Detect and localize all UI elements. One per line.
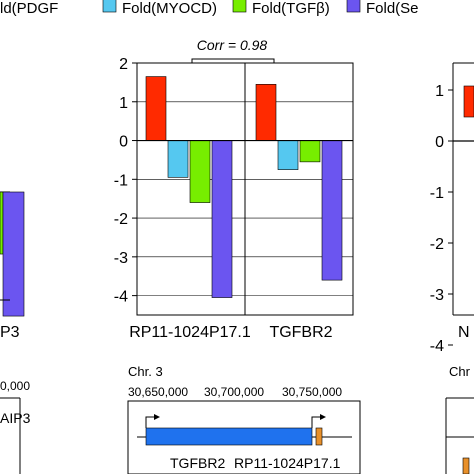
legend-label-2: Fold(MYOCD) [122, 0, 217, 17]
genome-right: Chr [445, 364, 474, 474]
middle-chart-bar [189, 140, 211, 203]
right-chart-category-label: N [458, 324, 470, 341]
right-chart-bar-pdgf [463, 85, 474, 118]
genome-coord-1: 30,650,000 [128, 385, 188, 399]
middle-chart-tick-label: -2 [114, 211, 128, 228]
legend-swatch-3 [232, 0, 247, 13]
genome-gene-label-1: TGFBR2 [170, 455, 225, 471]
middle-chart-bar [299, 140, 321, 163]
middle-chart-tick-label: 2 [119, 56, 128, 73]
middle-chart-tick-label: -1 [114, 172, 128, 189]
genome-chr-label: Chr. 3 [128, 364, 163, 379]
genome-box [127, 400, 361, 474]
middle-chart-tick-label: 1 [119, 95, 128, 112]
genome-gene-label-2: RP11-1024P17.1 [234, 455, 341, 471]
legend-swatch-4 [346, 0, 361, 13]
right-chart-y-ticks: 1 0 -1 -2 -3 -4 [430, 83, 474, 355]
legend-label-1: ld(PDGF [0, 0, 58, 17]
genome-coord-3: 30,750,000 [282, 385, 342, 399]
middle-chart-bar [321, 140, 343, 281]
tgfbr2-arrow-head [154, 414, 160, 420]
genome-left-gene: AIP3 [0, 410, 31, 426]
rp11-arrow-head [320, 414, 326, 420]
genome-coord-2: 30,700,000 [204, 385, 264, 399]
middle-chart-tick-label: -3 [114, 250, 128, 267]
right-chart-tick-label: 1 [435, 83, 444, 100]
middle-chart-tick-label: 0 [119, 134, 128, 151]
tgfbr2-tss-arrow [145, 416, 157, 428]
left-chart-bar-tgfb [0, 191, 4, 255]
middle-chart-bar [277, 140, 299, 170]
middle-chart-category-2: TGFBR2 [269, 324, 332, 341]
right-chart: 1 0 -1 -2 -3 -4 N [430, 62, 474, 355]
rp11-gene-block [315, 427, 323, 446]
middle-chart-y-ticks: 2 1 0 -1 -2 -3 -4 [114, 56, 137, 306]
left-chart-category-label: P3 [0, 324, 20, 341]
middle-chart-bar [211, 140, 233, 298]
right-chart-tick-label: 0 [435, 134, 444, 151]
middle-chart-bar [145, 76, 167, 141]
legend-label-4: Fold(Se [366, 0, 419, 17]
middle-chart-tick-label: -4 [114, 289, 128, 306]
tgfbr2-gene-block [145, 427, 313, 446]
right-chart-tick-label: -3 [430, 287, 444, 304]
legend-label-3: Fold(TGFβ) [252, 0, 330, 17]
genome-right-gene-block [462, 457, 470, 474]
legend: ld(PDGF Fold(MYOCD) Fold(TGFβ) Fold(Se [0, 0, 419, 17]
corr-label: Corr = 0.98 [197, 37, 268, 53]
legend-swatch-2 [102, 0, 117, 13]
corr-annotation: Corr = 0.98 [191, 37, 275, 66]
genome-middle: Chr. 3 30,650,000 30,700,000 30,750,000 … [127, 364, 361, 474]
middle-chart-bar [255, 84, 277, 141]
middle-chart-category-1: RP11-1024P17.1 [129, 324, 251, 341]
genome-left-tick: 0,000 [0, 379, 30, 393]
left-chart-bar-se [2, 191, 25, 317]
right-chart-tick-label: -2 [430, 236, 444, 253]
middle-chart-bar [167, 140, 189, 178]
left-chart: P3 [0, 191, 25, 341]
middle-chart: 2 1 0 -1 -2 -3 -4 RP11-1024P17.1 TGFBR2 [114, 56, 354, 341]
rp11-tss-arrow [311, 416, 322, 428]
right-chart-tick-label: -4 [430, 338, 444, 355]
right-chart-tick-label: -1 [430, 185, 444, 202]
genome-left: 0,000 AIP3 [0, 379, 31, 474]
genome-right-chr: Chr [449, 364, 471, 379]
